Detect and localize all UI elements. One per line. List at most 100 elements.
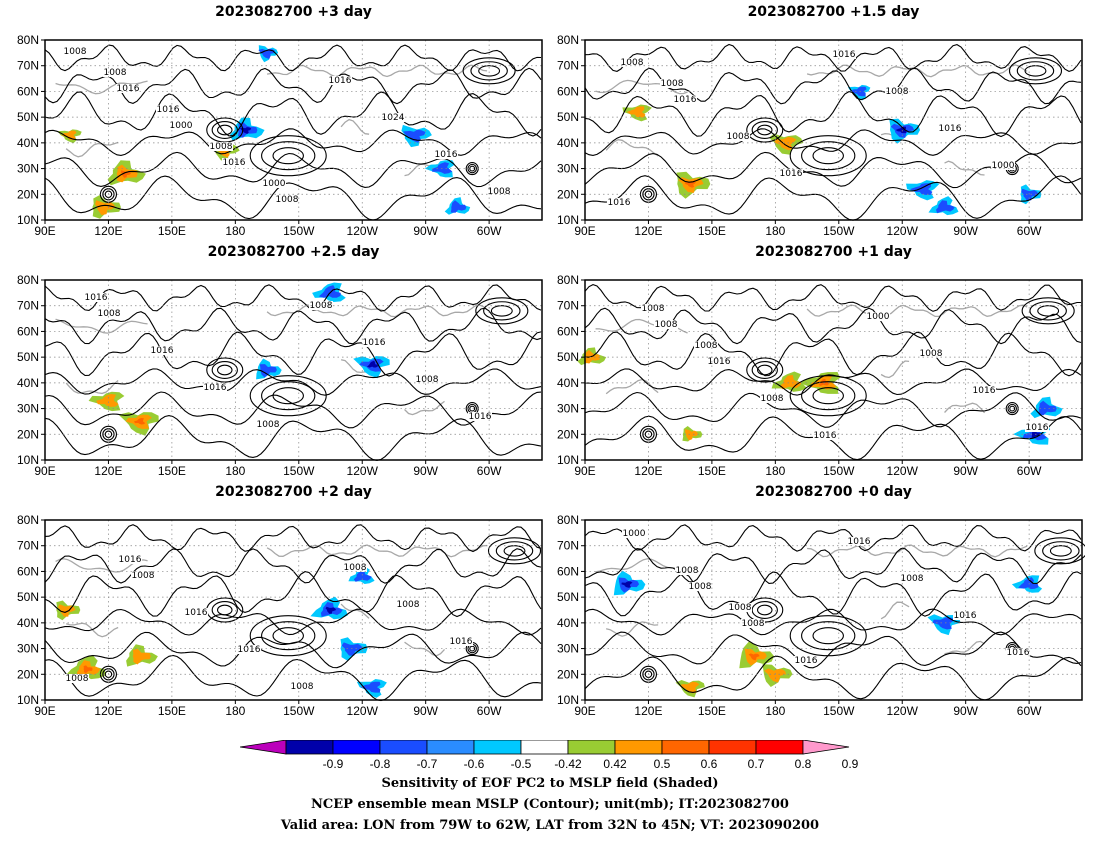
mslp-isobar — [585, 631, 1082, 669]
mslp-isobar — [801, 141, 856, 171]
lon-tick-label: 180 — [765, 224, 785, 238]
sensitivity-positive-shading — [764, 668, 786, 683]
isobar-label: 1024 — [382, 113, 405, 123]
mslp-isobar — [644, 430, 653, 439]
mslp-isobar — [44, 415, 542, 461]
mslp-isobar — [584, 43, 1082, 72]
isobar-label: 1008 — [291, 682, 314, 692]
mslp-isobar — [812, 387, 844, 405]
isobar-label: 1008 — [661, 79, 684, 89]
sensitivity-positive-shading — [132, 648, 151, 665]
colorbar-tick-label: 0.5 — [654, 757, 671, 771]
lat-tick-label: 70N — [557, 299, 579, 313]
lon-tick-label: 90E — [574, 464, 595, 478]
lon-tick-label: 150E — [158, 704, 186, 718]
isobar-label: 1016 — [973, 386, 996, 396]
lon-tick-label: 120E — [94, 704, 122, 718]
isobar-label: 1008 — [727, 132, 750, 142]
isobar-label: 1008 — [276, 195, 299, 205]
lat-tick-label: 30N — [557, 162, 579, 176]
isobar-label: 1016 — [238, 645, 261, 655]
mslp-isobar — [261, 621, 316, 651]
isobar-label: 1016 — [117, 84, 140, 94]
colorbar-tick-label: -0.9 — [323, 757, 344, 771]
isobar-label: 1016 — [795, 656, 818, 666]
coastline — [266, 64, 488, 78]
isobar-label: 1016 — [329, 76, 352, 86]
map-panel-plus-2-5-day: 2023082700 +2.5 day 1008 1016 1016 1008 1008… — [0, 240, 545, 480]
lon-tick-label: 90E — [574, 224, 595, 238]
isobar-label: 1008 — [621, 58, 644, 68]
sensitivity-negative-shading — [341, 642, 363, 656]
sensitivity-negative-shading — [360, 681, 381, 693]
isobar-label: 1016 — [708, 357, 731, 367]
lon-tick-label: 90E — [34, 704, 55, 718]
lon-tick-label: 120E — [94, 224, 122, 238]
lon-tick-label: 150E — [698, 464, 726, 478]
colorbar-tick-label: -0.6 — [464, 757, 485, 771]
lat-tick-label: 60N — [17, 564, 39, 578]
lat-tick-label: 20N — [17, 667, 39, 681]
coastline — [65, 380, 119, 395]
lon-tick-label: 150W — [823, 704, 855, 718]
mslp-isobar — [1042, 541, 1080, 561]
sensitivity-negative-shading — [450, 200, 467, 213]
lon-tick-label: 90W — [413, 704, 438, 718]
mslp-isobar — [801, 621, 856, 651]
sensitivity-positive-shading — [95, 200, 116, 216]
isobar-label: 1008 — [397, 600, 420, 610]
lon-tick-label: 150E — [158, 224, 186, 238]
isobar-label: 1000 — [170, 121, 193, 131]
lon-tick-label: 120E — [634, 704, 662, 718]
lon-tick-label: 60W — [477, 704, 502, 718]
panel-title: 2023082700 +3 day — [215, 4, 372, 20]
mslp-isobar — [584, 391, 1082, 428]
panel-title: 2023082700 +1 day — [755, 244, 912, 260]
isobar-label: 1008 — [104, 68, 127, 78]
mslp-isobar — [44, 91, 542, 137]
isobar-label: 1016 — [608, 198, 631, 208]
mslp-isobar — [757, 364, 773, 376]
mslp-isobar — [44, 571, 542, 618]
mslp-isobar — [584, 128, 1082, 156]
sensitivity-negative-shading — [621, 581, 633, 588]
colorbar-swatch — [708, 739, 757, 755]
isobar-label: 1008 — [655, 320, 678, 330]
isobar-label: 1016 — [780, 169, 803, 179]
colorbar-swatch — [379, 739, 428, 755]
lat-tick-label: 20N — [17, 427, 39, 441]
lat-tick-label: 40N — [17, 376, 39, 390]
sensitivity-positive-shading — [83, 665, 93, 674]
sensitivity-positive-shading — [680, 681, 700, 694]
map-background — [585, 40, 1082, 220]
mslp-isobar — [249, 375, 327, 417]
mslp-isobar — [757, 604, 773, 616]
isobar-label: 1016 — [1007, 648, 1030, 658]
lon-tick-label: 60W — [477, 464, 502, 478]
lon-tick-label: 180 — [765, 464, 785, 478]
colorbar-tick-label: 0.42 — [603, 757, 627, 771]
lon-tick-label: 90E — [574, 704, 595, 718]
map-frame — [44, 279, 543, 461]
mslp-isobar — [104, 190, 113, 199]
coastline — [944, 160, 985, 176]
lon-tick-label: 90W — [953, 704, 978, 718]
isobar-label: 1016 — [204, 383, 227, 393]
mslp-isobar — [584, 331, 1082, 377]
isobar-label: 1016 — [223, 158, 246, 168]
lon-tick-label: 90E — [34, 224, 55, 238]
lat-tick-label: 20N — [557, 667, 579, 681]
mslp-isobar — [217, 364, 233, 376]
colorbar-tick-label: 0.9 — [842, 757, 859, 771]
sensitivity-colorbar: -0.9 -0.8 -0.7 -0.6 -0.5 -0.42 0.42 0.5 0.6 0.7 0.… — [239, 739, 860, 772]
lat-tick-label: 80N — [17, 273, 39, 287]
mslp-isobar — [217, 124, 233, 136]
mslp-isobar — [469, 645, 476, 652]
lon-tick-label: 60W — [1017, 464, 1042, 478]
coastline — [404, 400, 445, 416]
lat-tick-label: 10N — [557, 693, 579, 707]
isobar-label: 1008 — [761, 394, 784, 404]
colorbar-tick-label: 0.7 — [748, 757, 765, 771]
sensitivity-positive-shading — [96, 394, 119, 407]
